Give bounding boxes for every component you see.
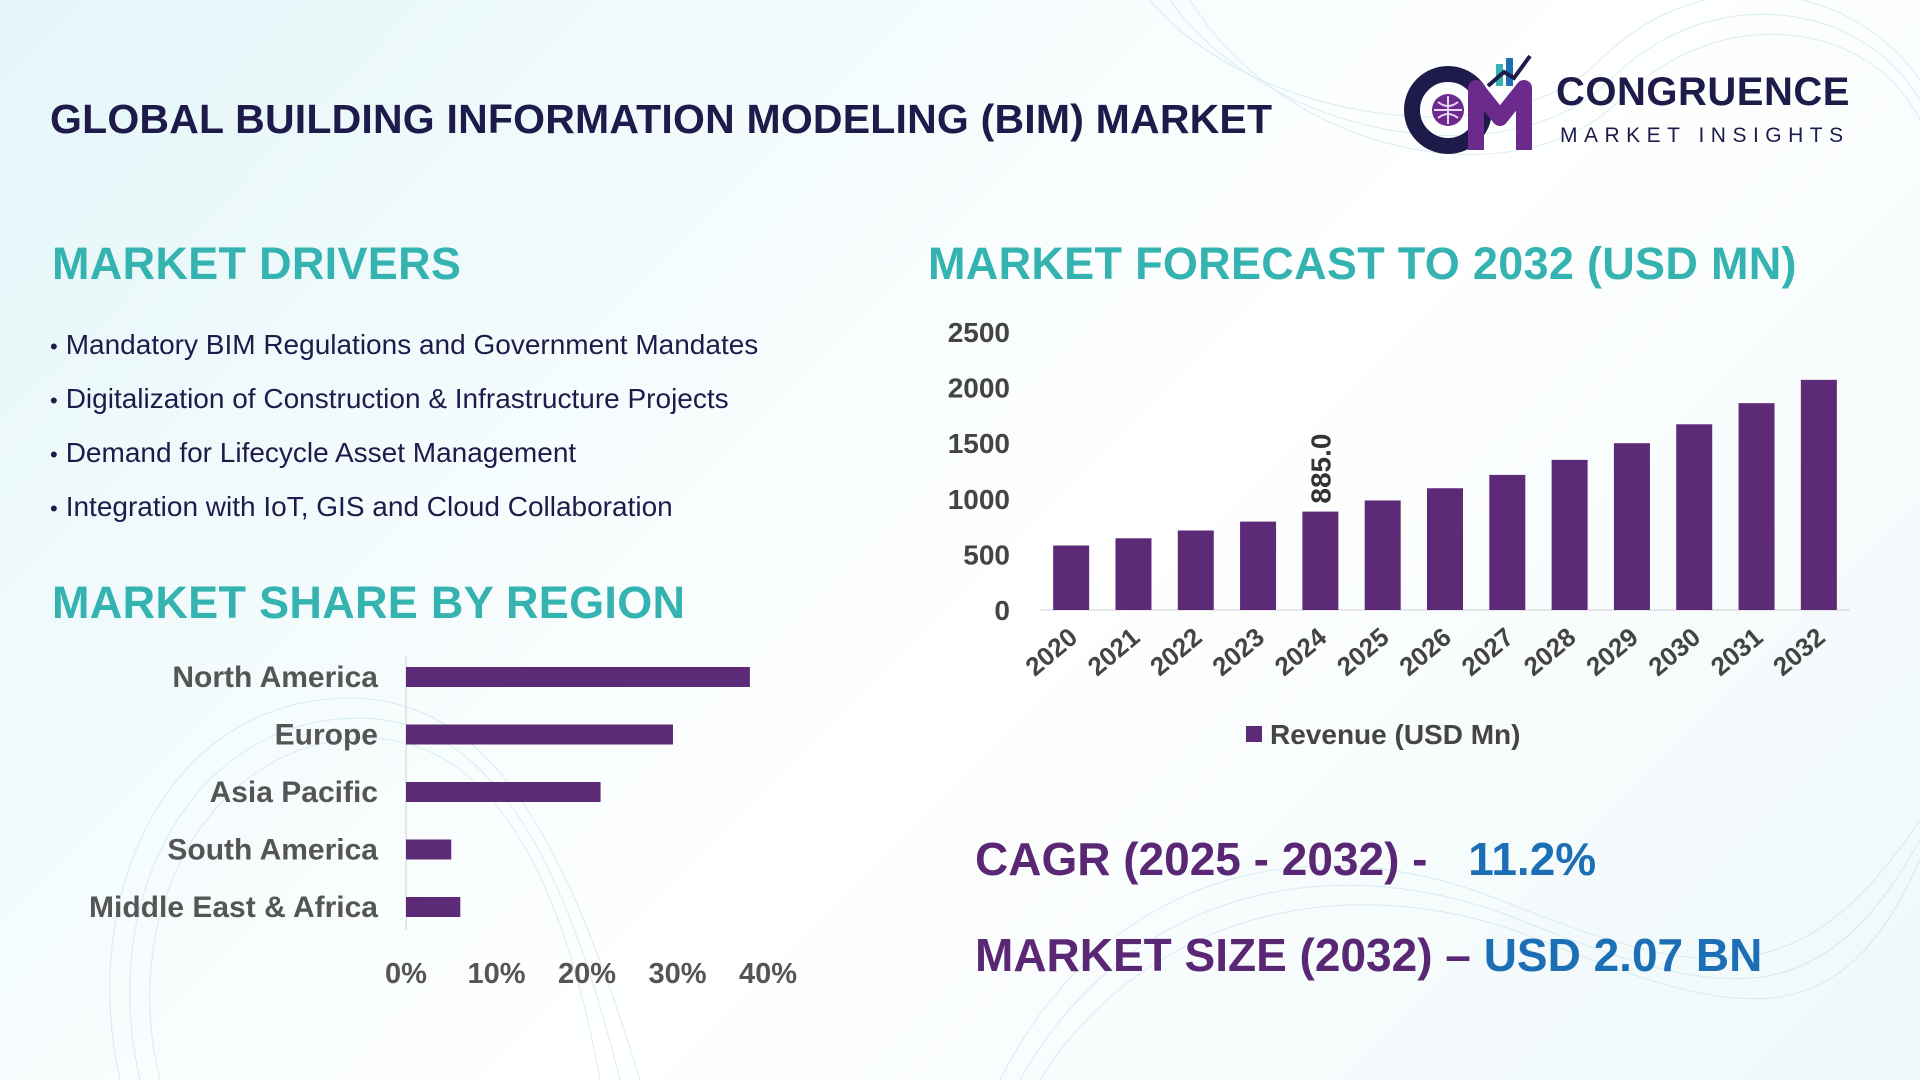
region-label: Europe bbox=[275, 719, 378, 752]
forecast-bar bbox=[1613, 443, 1650, 610]
market-size-stat: MARKET SIZE (2032) – USD 2.07 BN bbox=[975, 928, 1762, 982]
x-tick-label: 40% bbox=[739, 958, 797, 990]
driver-item: • Mandatory BIM Regulations and Governmen… bbox=[50, 325, 758, 379]
forecast-bar bbox=[1364, 500, 1401, 610]
region-label: North America bbox=[172, 661, 378, 694]
forecast-bar bbox=[1489, 474, 1526, 610]
bullet-icon: • bbox=[50, 496, 58, 521]
forecast-bar bbox=[1676, 424, 1713, 610]
logo-subtitle: MARKET INSIGHTS bbox=[1560, 124, 1850, 147]
cm-logo-icon bbox=[1404, 54, 1532, 154]
legend-swatch bbox=[1246, 726, 1262, 742]
drivers-list: • Mandatory BIM Regulations and Governmen… bbox=[50, 325, 758, 541]
region-label: Asia Pacific bbox=[210, 776, 378, 809]
region-bar bbox=[406, 667, 750, 687]
forecast-bar bbox=[1551, 459, 1588, 610]
region-label: South America bbox=[167, 834, 378, 867]
y-tick-label: 500 bbox=[963, 539, 1010, 570]
driver-text: Digitalization of Construction & Infrast… bbox=[65, 383, 729, 414]
x-tick-label: 10% bbox=[467, 958, 525, 990]
forecast-bar bbox=[1053, 545, 1090, 610]
region-bar bbox=[406, 897, 461, 917]
x-tick-label: 30% bbox=[648, 958, 706, 990]
driver-text: Mandatory BIM Regulations and Government… bbox=[65, 329, 759, 360]
legend-label: Revenue (USD Mn) bbox=[1270, 719, 1520, 750]
region-bar bbox=[406, 839, 452, 860]
driver-item: • Demand for Lifecycle Asset Management bbox=[50, 433, 758, 487]
forecast-bar bbox=[1800, 379, 1837, 610]
market-drivers-heading: MARKET DRIVERS bbox=[52, 238, 462, 289]
forecast-bar bbox=[1427, 488, 1463, 610]
cagr-label: CAGR (2025 - 2032) - bbox=[975, 833, 1428, 885]
x-tick-label: 0% bbox=[385, 958, 427, 990]
driver-text: Integration with IoT, GIS and Cloud Coll… bbox=[65, 491, 673, 522]
bullet-icon: • bbox=[50, 442, 58, 467]
company-logo: CONGRUENCE MARKET INSIGHTS bbox=[1400, 52, 1880, 162]
cagr-stat: CAGR (2025 - 2032) - 11.2% bbox=[975, 832, 1596, 886]
y-tick-label: 2500 bbox=[948, 317, 1010, 348]
driver-item: • Digitalization of Construction & Infras… bbox=[50, 379, 758, 433]
data-label: 885.0 bbox=[1305, 434, 1336, 504]
region-heading: MARKET SHARE BY REGION bbox=[52, 577, 686, 628]
forecast-bar bbox=[1240, 521, 1277, 610]
market-size-label: MARKET SIZE (2032) – bbox=[975, 929, 1471, 981]
page-title: GLOBAL BUILDING INFORMATION MODELING (BI… bbox=[50, 96, 1273, 142]
logo-name: CONGRUENCE bbox=[1556, 70, 1850, 114]
bullet-icon: • bbox=[50, 334, 58, 359]
region-bar bbox=[406, 724, 673, 745]
forecast-bar bbox=[1115, 538, 1152, 610]
driver-text: Demand for Lifecycle Asset Management bbox=[65, 437, 577, 468]
forecast-bar bbox=[1738, 403, 1775, 610]
driver-item: • Integration with IoT, GIS and Cloud Col… bbox=[50, 487, 758, 541]
cagr-value: 11.2% bbox=[1468, 833, 1597, 885]
forecast-bar bbox=[1177, 530, 1214, 610]
y-tick-label: 1500 bbox=[948, 428, 1010, 459]
x-tick-label: 20% bbox=[558, 958, 616, 990]
y-tick-label: 1000 bbox=[948, 484, 1010, 515]
region-label: Middle East & Africa bbox=[89, 891, 378, 924]
y-tick-label: 2000 bbox=[948, 373, 1010, 404]
forecast-heading: MARKET FORECAST TO 2032 (USD MN) bbox=[928, 238, 1797, 289]
bullet-icon: • bbox=[50, 388, 58, 413]
y-tick-label: 0 bbox=[994, 595, 1010, 626]
region-bar bbox=[406, 782, 601, 802]
forecast-bar bbox=[1302, 511, 1339, 610]
market-size-value: USD 2.07 BN bbox=[1483, 929, 1763, 981]
